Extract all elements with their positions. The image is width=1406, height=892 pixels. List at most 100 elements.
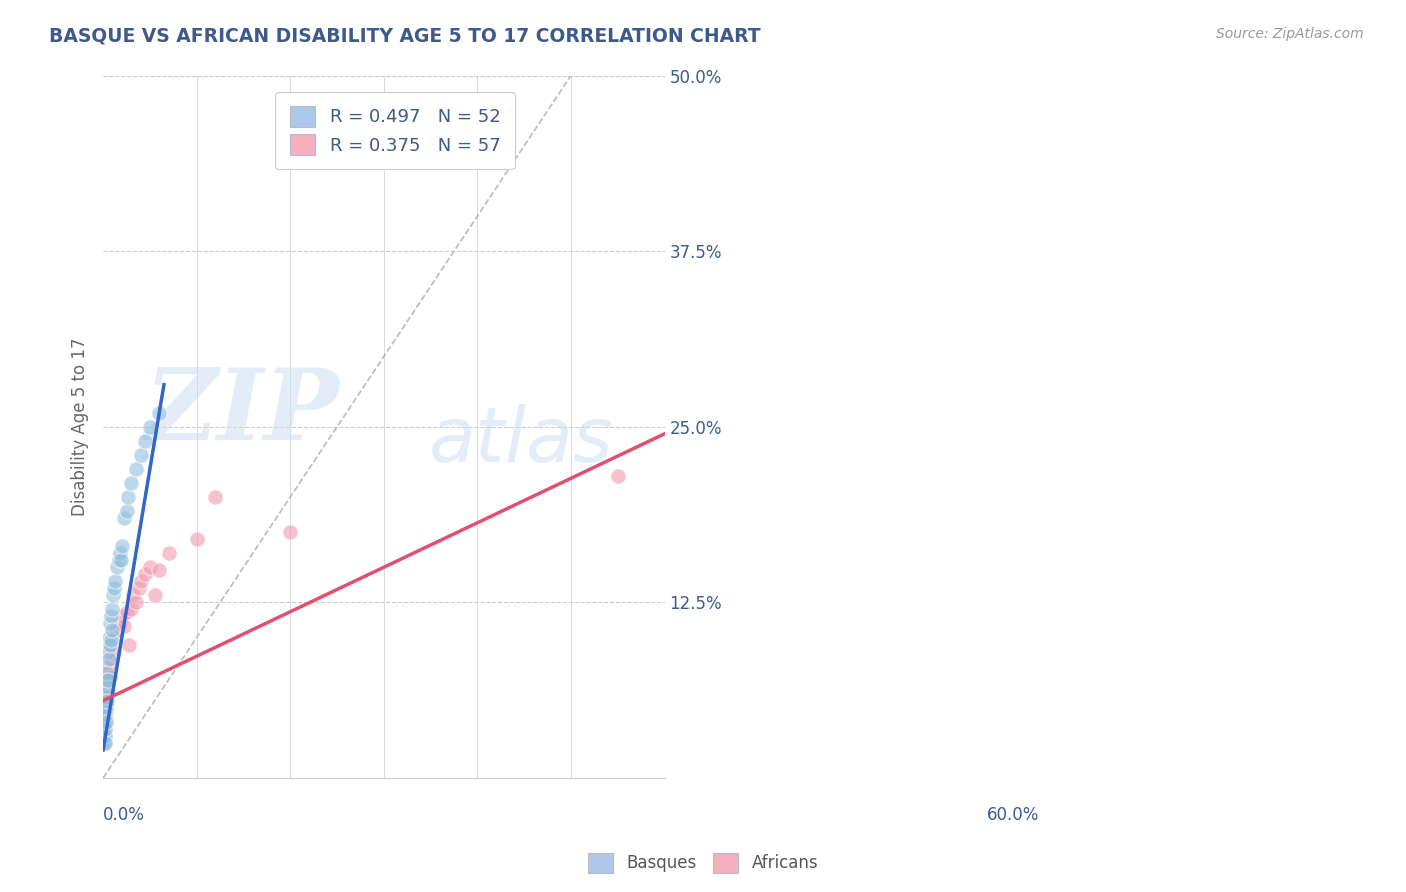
Point xyxy=(104,574,127,589)
Point xyxy=(93,726,115,740)
Point xyxy=(93,729,115,743)
Point xyxy=(96,665,118,680)
Point xyxy=(93,736,115,750)
Point xyxy=(93,717,115,731)
Point xyxy=(117,490,139,504)
Point xyxy=(108,546,131,560)
Point xyxy=(93,714,115,729)
Point xyxy=(100,609,122,624)
Point xyxy=(97,631,120,645)
Point xyxy=(94,673,117,687)
Point xyxy=(112,511,135,525)
Point xyxy=(94,704,117,718)
Point xyxy=(94,712,117,726)
Point xyxy=(186,532,208,546)
Point xyxy=(93,714,115,729)
Point xyxy=(96,694,118,708)
Point xyxy=(278,525,301,540)
Point xyxy=(606,469,628,483)
Point xyxy=(108,553,131,567)
Point xyxy=(100,644,122,658)
Point xyxy=(125,462,148,476)
Text: Source: ZipAtlas.com: Source: ZipAtlas.com xyxy=(1216,27,1364,41)
Point xyxy=(94,680,117,694)
Point xyxy=(94,717,117,731)
Point xyxy=(120,602,142,616)
Point xyxy=(93,704,115,718)
Point xyxy=(94,729,117,743)
Point xyxy=(111,609,134,624)
Point xyxy=(96,675,118,690)
Point xyxy=(94,690,117,704)
Point xyxy=(96,665,118,680)
Point xyxy=(148,406,170,420)
Point xyxy=(134,434,156,448)
Point xyxy=(112,619,135,633)
Point xyxy=(97,651,120,665)
Point xyxy=(94,700,117,714)
Point xyxy=(94,707,117,722)
Point xyxy=(94,736,117,750)
Point xyxy=(110,553,132,567)
Point xyxy=(94,714,117,729)
Point xyxy=(100,651,122,665)
Point xyxy=(94,717,117,731)
Point xyxy=(103,648,125,662)
Point xyxy=(120,475,142,490)
Point xyxy=(96,680,118,694)
Point xyxy=(118,638,141,652)
Point xyxy=(94,722,117,736)
Point xyxy=(93,736,115,750)
Point xyxy=(98,670,121,684)
Point xyxy=(97,661,120,675)
Point xyxy=(129,448,152,462)
Point xyxy=(122,588,145,602)
Point xyxy=(103,588,125,602)
Text: ZIP: ZIP xyxy=(143,365,339,461)
Point xyxy=(93,731,115,746)
Point xyxy=(94,690,117,704)
Point xyxy=(93,700,115,714)
Point xyxy=(103,631,125,645)
Point xyxy=(101,638,124,652)
Point xyxy=(94,722,117,736)
Point xyxy=(143,588,166,602)
Point xyxy=(94,729,117,743)
Point xyxy=(94,687,117,701)
Point xyxy=(128,582,150,596)
Point xyxy=(101,602,124,616)
Point xyxy=(93,707,115,722)
Point xyxy=(94,687,117,701)
Point xyxy=(204,490,226,504)
Point xyxy=(97,644,120,658)
Point xyxy=(129,574,152,589)
Point xyxy=(97,658,120,673)
Point xyxy=(98,638,121,652)
Point xyxy=(93,707,115,722)
Point xyxy=(105,560,128,574)
Point xyxy=(125,595,148,609)
Point xyxy=(94,712,117,726)
Point xyxy=(96,690,118,704)
Point xyxy=(100,633,122,648)
Point xyxy=(103,582,125,596)
Text: BASQUE VS AFRICAN DISABILITY AGE 5 TO 17 CORRELATION CHART: BASQUE VS AFRICAN DISABILITY AGE 5 TO 17… xyxy=(49,27,761,45)
Point xyxy=(93,722,115,736)
Legend: Basques, Africans: Basques, Africans xyxy=(581,847,825,880)
Legend: R = 0.497   N = 52, R = 0.375   N = 57: R = 0.497 N = 52, R = 0.375 N = 57 xyxy=(276,92,515,169)
Point xyxy=(93,717,115,731)
Y-axis label: Disability Age 5 to 17: Disability Age 5 to 17 xyxy=(72,337,89,516)
Point xyxy=(111,539,134,553)
Point xyxy=(93,722,115,736)
Text: 0.0%: 0.0% xyxy=(103,806,145,824)
Point xyxy=(115,504,138,518)
Point xyxy=(94,714,117,729)
Point xyxy=(94,698,117,712)
Point xyxy=(94,694,117,708)
Point xyxy=(115,605,138,619)
Point xyxy=(93,729,115,743)
Point xyxy=(98,616,121,631)
Point xyxy=(94,700,117,714)
Point xyxy=(134,567,156,582)
Point xyxy=(94,731,117,746)
